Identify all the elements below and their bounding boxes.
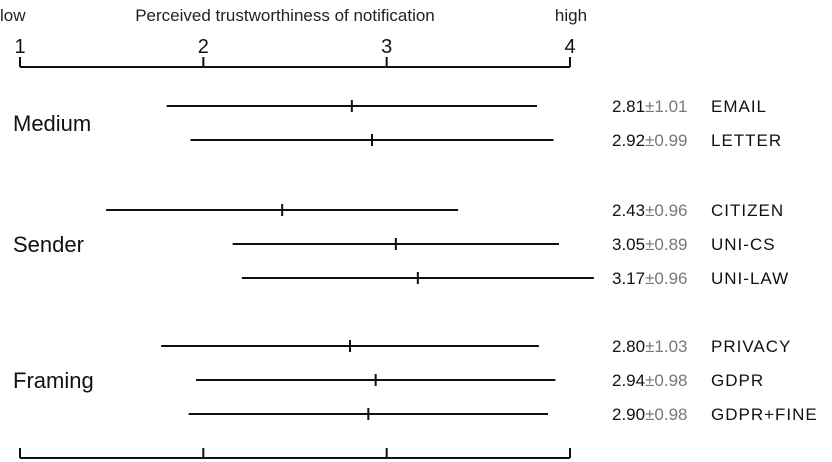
mean-value: 2.90 (612, 405, 645, 424)
row-uni-law: 3.17±0.96 UNI-LAW (241, 269, 789, 288)
top-tick-label: 3 (381, 36, 392, 58)
sd-value: ±0.98 (645, 405, 687, 424)
bottom-axis (19, 448, 571, 459)
row-label: LETTER (711, 131, 782, 150)
top-axis: 1 2 3 4 Perceived trustworthiness of notific… (0, 6, 587, 68)
top-tick-label: 4 (564, 36, 575, 58)
row-label: EMAIL (711, 97, 767, 116)
value-label: 2.43±0.96 (612, 201, 688, 220)
high-label: high (555, 6, 587, 25)
row-label: UNI-CS (711, 235, 776, 254)
value-label: 2.94±0.98 (612, 371, 688, 390)
sd-value: ±1.01 (645, 97, 687, 116)
row-citizen: 2.43±0.96 CITIZEN (106, 201, 784, 220)
row-email: 2.81±1.01 EMAIL (166, 97, 767, 116)
sd-value: ±0.96 (645, 201, 687, 220)
group-label: Medium (13, 111, 91, 136)
row-label: PRIVACY (711, 337, 791, 356)
sd-value: ±0.98 (645, 371, 687, 390)
group-framing: Framing 2.80±1.03 PRIVACY 2.94±0.98 GDPR 2.90… (13, 337, 818, 424)
row-label: CITIZEN (711, 201, 784, 220)
value-label: 2.92±0.99 (612, 131, 688, 150)
value-label: 3.17±0.96 (612, 269, 688, 288)
row-label: GDPR+FINE (711, 405, 818, 424)
row-gdpr+fine: 2.90±0.98 GDPR+FINE (188, 405, 818, 424)
mean-value: 2.80 (612, 337, 645, 356)
row-gdpr: 2.94±0.98 GDPR (196, 371, 764, 390)
top-tick-label: 1 (14, 36, 25, 58)
row-letter: 2.92±0.99 LETTER (190, 131, 782, 150)
mean-value: 3.17 (612, 269, 645, 288)
row-privacy: 2.80±1.03 PRIVACY (161, 337, 791, 356)
mean-value: 2.81 (612, 97, 645, 116)
group-medium: Medium 2.81±1.01 EMAIL 2.92±0.99 LETTER (13, 97, 782, 150)
sd-value: ±0.89 (645, 235, 687, 254)
value-label: 2.90±0.98 (612, 405, 688, 424)
top-tick-label: 2 (198, 36, 209, 58)
axis-title: Perceived trustworthiness of notificatio… (135, 6, 435, 25)
mean-value: 2.94 (612, 371, 645, 390)
group-label: Framing (13, 368, 94, 393)
row-label: GDPR (711, 371, 764, 390)
low-label: low (0, 6, 26, 25)
mean-value: 2.92 (612, 131, 645, 150)
mean-value: 3.05 (612, 235, 645, 254)
sd-value: ±0.99 (645, 131, 687, 150)
group-label: Sender (13, 232, 84, 257)
row-label: UNI-LAW (711, 269, 789, 288)
sd-value: ±0.96 (645, 269, 687, 288)
value-label: 2.81±1.01 (612, 97, 688, 116)
value-label: 3.05±0.89 (612, 235, 688, 254)
mean-value: 2.43 (612, 201, 645, 220)
sd-value: ±1.03 (645, 337, 687, 356)
row-uni-cs: 3.05±0.89 UNI-CS (232, 235, 776, 254)
chart-groups: Medium 2.81±1.01 EMAIL 2.92±0.99 LETTER Sende… (13, 97, 818, 424)
value-label: 2.80±1.03 (612, 337, 688, 356)
